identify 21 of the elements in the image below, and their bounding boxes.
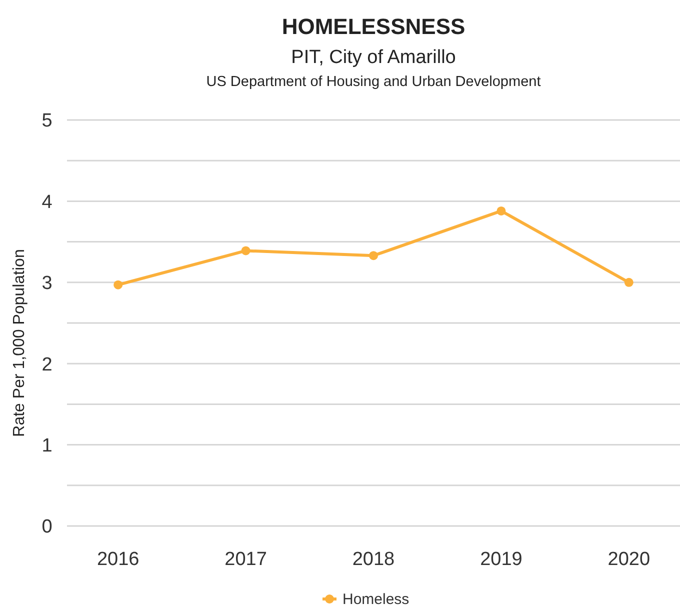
text: US Department of Housing and Urban Development (206, 74, 541, 90)
y-tick-label: 3 (42, 273, 52, 294)
y-tick-label: 1 (42, 435, 52, 456)
x-tick-label: 2018 (352, 549, 395, 570)
x-tick-label: 2016 (96, 549, 140, 570)
point (496, 206, 506, 216)
point (624, 278, 634, 287)
point (114, 280, 123, 290)
y-tick-label: 5 (42, 110, 52, 132)
chart-subtitle: PIT, City of Amarillo (291, 47, 456, 68)
y-axis-title: Rate Per 1,000 Population (11, 249, 28, 437)
legend-label: Homeless (342, 591, 410, 608)
y-tick-label: 0 (42, 516, 52, 538)
x-tick-label: 2020 (608, 549, 650, 570)
chart-title: HOMELESSNESS (282, 14, 466, 39)
x-tick-label: 2017 (224, 549, 267, 570)
point (369, 251, 378, 260)
y-tick-label: 2 (42, 354, 52, 376)
x-tick-label: 2019 (480, 549, 522, 570)
point (241, 246, 250, 256)
y-tick-label: 4 (42, 192, 53, 213)
